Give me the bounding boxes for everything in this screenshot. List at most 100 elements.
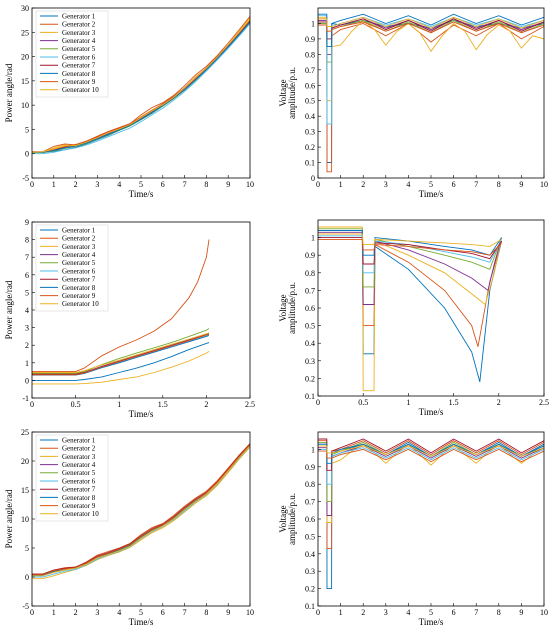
x-axis-label: Time/s: [129, 617, 154, 627]
plot-area: [318, 226, 502, 392]
series-line-1: [318, 230, 502, 383]
x-tick-label: 2: [361, 608, 365, 617]
series-line-6: [318, 447, 544, 485]
plot-area: [32, 16, 250, 155]
y-tick-label: 30: [21, 4, 29, 13]
series-line-1: [318, 441, 544, 590]
series-line-10: [32, 18, 250, 153]
y-axis-label: Power angle/rad: [4, 489, 14, 548]
y-tick-label: 0.3: [305, 357, 315, 366]
series-line-4: [318, 445, 544, 516]
x-tick-label: 2.5: [539, 398, 549, 407]
y-tick-label: 0.4: [305, 112, 315, 121]
x-tick-label: 1: [52, 180, 56, 189]
y-tick-label: 0.7: [305, 66, 315, 75]
series-line-3: [32, 351, 210, 385]
y-tick-label: 7: [25, 253, 29, 262]
series-line-7: [318, 18, 544, 40]
x-tick-label: 3: [95, 180, 99, 189]
legend-entry: Generator 1: [62, 226, 96, 234]
plot-area: [318, 13, 544, 173]
y-axis-label: Power angle/rad: [4, 280, 14, 339]
y-axis-label: Voltage: [278, 79, 288, 106]
legend-entry: Generator 8: [62, 284, 96, 292]
x-axis-label: Time/s: [419, 189, 444, 199]
x-tick-label: 7: [183, 608, 187, 617]
x-tick-label: 6: [452, 608, 456, 617]
legend-entry: Generator 8: [62, 494, 96, 502]
y-tick-label: 0.3: [305, 567, 315, 576]
legend-entry: Generator 6: [62, 53, 96, 61]
y-tick-label: 5: [25, 288, 29, 297]
series-line-2: [318, 18, 544, 173]
series-line-10: [32, 332, 210, 373]
x-tick-label: 7: [474, 608, 478, 617]
y-tick-label: 0.1: [305, 159, 315, 168]
y-axis-label: amplitude/p.u.: [287, 67, 297, 119]
chart-voltage-fault-1: 0 1 2 3 4 5 6 7 8 9 10 0 0.1 0.2 0.3 0.4 0.5 0.6 0.7 0.8 0.9…: [278, 7, 548, 199]
x-tick-label: 3: [384, 608, 388, 617]
legend-entry: Generator 7: [62, 276, 96, 284]
series-line-10: [318, 16, 544, 29]
series-line-10: [318, 445, 544, 457]
series-line-3: [32, 446, 250, 580]
x-axis-label: Time/s: [419, 617, 444, 627]
legend-entry: Generator 3: [62, 243, 96, 251]
x-tick-label: 0: [30, 608, 34, 617]
y-tick-label: 1: [25, 359, 29, 368]
series-line-2: [32, 239, 210, 373]
y-tick-label: 0.1: [305, 602, 315, 611]
x-tick-label: 1.5: [158, 400, 168, 409]
y-tick-label: 0.7: [305, 286, 315, 295]
x-tick-label: 6: [452, 180, 456, 189]
x-tick-label: 1.5: [449, 398, 459, 407]
series-line-7: [318, 438, 544, 471]
legend-entry: Generator 3: [62, 453, 96, 461]
series-line-4: [318, 18, 544, 55]
legend-entry: Generator 3: [62, 29, 96, 37]
y-tick-label: 6: [25, 271, 29, 280]
y-tick-label: 0.3: [305, 128, 315, 137]
axes-frame: [317, 219, 545, 397]
x-tick-label: 8: [497, 180, 501, 189]
x-tick-label: 3: [95, 608, 99, 617]
y-tick-label: -5: [22, 174, 29, 183]
axes-frame: [317, 7, 545, 179]
x-tick-label: 5: [139, 180, 143, 189]
y-tick-label: 2: [25, 341, 29, 350]
series-line-10: [318, 233, 502, 247]
y-tick-label: 0.6: [305, 515, 315, 524]
y-tick-label: 0.5: [305, 97, 315, 106]
x-tick-label: 9: [519, 608, 523, 617]
y-tick-label: 5: [25, 125, 29, 134]
y-tick-label: 25: [21, 428, 29, 437]
x-tick-label: 5: [139, 608, 143, 617]
x-tick-label: 10: [246, 180, 254, 189]
x-tick-label: 0.5: [358, 398, 368, 407]
legend-entry: Generator 9: [62, 78, 96, 86]
x-tick-label: 0: [30, 400, 34, 409]
series-line-1: [32, 342, 210, 381]
y-tick-label: 0.9: [305, 463, 315, 472]
legend-entry: Generator 7: [62, 486, 96, 494]
y-axis-label: Power angle/rad: [4, 63, 14, 122]
y-tick-label: 0.2: [305, 143, 315, 152]
x-tick-label: 2: [361, 180, 365, 189]
x-tick-label: 4: [406, 180, 410, 189]
x-tick-label: 7: [183, 180, 187, 189]
y-tick-label: 5: [25, 544, 29, 553]
plot-area: [318, 438, 544, 590]
x-tick-label: 6: [161, 608, 165, 617]
legend-entry: Generator 10: [62, 86, 99, 94]
x-tick-label: 5: [429, 180, 433, 189]
x-tick-label: 4: [117, 180, 121, 189]
y-tick-label: 0.8: [305, 269, 315, 278]
x-axis-label: Time/s: [419, 407, 444, 417]
x-tick-label: 2: [74, 608, 78, 617]
x-tick-label: 6: [161, 180, 165, 189]
y-tick-label: 0.6: [305, 81, 315, 90]
x-tick-label: 1: [52, 608, 56, 617]
